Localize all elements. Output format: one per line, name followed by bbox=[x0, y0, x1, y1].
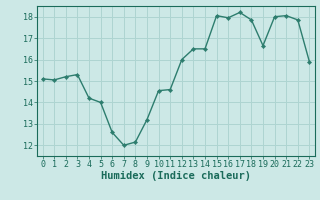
X-axis label: Humidex (Indice chaleur): Humidex (Indice chaleur) bbox=[101, 171, 251, 181]
